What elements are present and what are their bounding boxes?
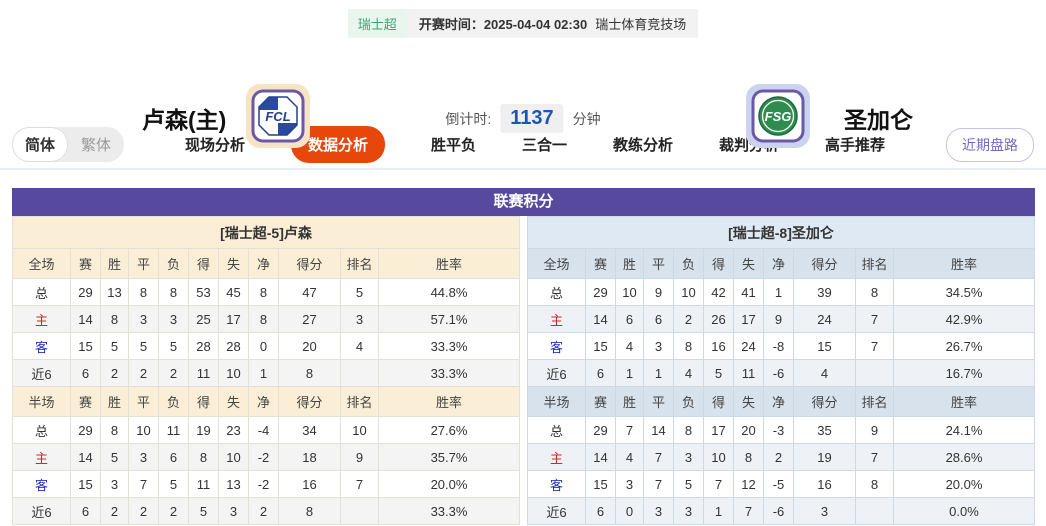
- league-badge[interactable]: 瑞士超: [347, 9, 407, 38]
- language-toggle: 简体 繁体: [12, 127, 125, 162]
- league-points-section: 联赛积分 [瑞士超-5]卢森 全场赛胜平负得失净得分 排名 胜率总 29 13 8 8 53 45…: [12, 188, 1035, 525]
- table-row: 客 15 3 7 5 11 13 -2 16 7 20.0%: [12, 470, 520, 498]
- column-header-row: 全场赛胜平负得失净得分 排名 胜率: [12, 248, 520, 279]
- home-team-logo: FCL: [246, 84, 310, 153]
- table-row: 近6 6 2 2 2 5 3 2 8 33.3%: [12, 497, 520, 525]
- lang-simplified[interactable]: 简体: [12, 127, 69, 162]
- table-row: 总 29 8 10 11 19 23 -4 34 10 27.6%: [12, 416, 520, 444]
- match-info-bar: 瑞士超 开赛时间：2025-04-04 02:30 瑞士体育竞技场: [0, 0, 1046, 38]
- away-team-name: 圣加仑: [844, 107, 913, 133]
- column-header-row: 半场赛胜平负得失净得分 排名 胜率: [12, 386, 520, 417]
- team-header-row: [瑞士超-5]卢森: [12, 216, 520, 249]
- countdown-unit: 分钟: [572, 110, 601, 127]
- column-header-row: 全场赛胜平负得失净得分 排名 胜率: [527, 248, 1035, 279]
- countdown-value: 1137: [500, 104, 564, 133]
- table-row: 主 14 8 3 3 25 17 8 27 3 57.1%: [12, 305, 520, 333]
- team-table-title: [瑞士超-5]卢森: [12, 216, 520, 249]
- tab-三合一[interactable]: 三合一: [522, 137, 568, 154]
- nav-bar: 简体 繁体 现场分析 数据分析 胜平负 三合一 教练分析 裁判分析 高手推荐 近期盘路: [0, 121, 1046, 170]
- stats-table: [瑞士超-5]卢森 全场赛胜平负得失净得分 排名 胜率总 29 13 8 8 53 45 8 47 5 4…: [12, 216, 520, 525]
- table-row: 近6 6 0 3 3 1 7 -6 3 0.0%: [527, 497, 1035, 525]
- table-row: 客 15 3 7 5 7 12 -5 16 8 20.0%: [527, 470, 1035, 498]
- countdown-label: 倒计时:: [445, 110, 492, 127]
- section-title: 联赛积分: [12, 188, 1035, 216]
- team-header-row: [瑞士超-8]圣加仑: [527, 216, 1035, 249]
- kickoff-info: 开赛时间：2025-04-04 02:30 瑞士体育竞技场: [406, 9, 699, 38]
- nav-tabs: 现场分析 数据分析 胜平负 三合一 教练分析 裁判分析 高手推荐: [124, 126, 946, 163]
- kickoff-datetime: 开赛时间：2025-04-04 02:30: [418, 17, 588, 32]
- tab-数据分析[interactable]: 数据分析: [290, 126, 385, 163]
- table-row: 总 29 10 9 10 42 41 1 39 8 34.5%: [527, 278, 1035, 306]
- home-logo-text: FCL: [265, 109, 290, 124]
- tab-教练分析[interactable]: 教练分析: [613, 137, 674, 154]
- match-header: 卢森(主) FCL 倒计时: 1137 分钟 FSG 圣加仑: [0, 38, 1046, 148]
- away-team-logo: FSG: [746, 84, 810, 153]
- home-team-name: 卢森(主): [142, 107, 227, 133]
- table-row: 总 29 7 14 8 17 20 -3 35 9 24.1%: [527, 416, 1035, 444]
- table-row: 客 15 4 3 8 16 24 -8 15 7 26.7%: [527, 332, 1035, 360]
- table-row: 主 14 5 3 6 8 10 -2 18 9 35.7%: [12, 443, 520, 471]
- table-row: 近6 6 2 2 2 11 10 1 8 33.3%: [12, 359, 520, 387]
- countdown: 倒计时: 1137 分钟: [445, 104, 601, 133]
- table-row: 主 14 6 6 2 26 17 9 24 7 42.9%: [527, 305, 1035, 333]
- recent-trend-button[interactable]: 近期盘路: [946, 127, 1034, 162]
- table-row: 近6 6 1 1 4 5 11 -6 4 16.7%: [527, 359, 1035, 387]
- table-row: 主 14 4 7 3 10 8 2 19 7 28.6%: [527, 443, 1035, 471]
- lang-traditional[interactable]: 繁体: [81, 137, 112, 154]
- stats-table: [瑞士超-8]圣加仑 全场赛胜平负得失净得分 排名 胜率总 29 10 9 10 42 41 1 39…: [527, 216, 1035, 525]
- table-row: 客 15 5 5 5 28 28 0 20 4 33.3%: [12, 332, 520, 360]
- team-table-title: [瑞士超-8]圣加仑: [527, 216, 1035, 249]
- column-header-row: 半场赛胜平负得失净得分 排名 胜率: [527, 386, 1035, 417]
- table-row: 总 29 13 8 8 53 45 8 47 5 44.8%: [12, 278, 520, 306]
- away-logo-text: FSG: [765, 109, 792, 124]
- tab-现场分析[interactable]: 现场分析: [184, 137, 245, 154]
- tab-胜平负[interactable]: 胜平负: [430, 137, 476, 154]
- team-table-home: [瑞士超-5]卢森 全场赛胜平负得失净得分 排名 胜率总 29 13 8 8 53 45 8 47 5 4…: [12, 216, 520, 525]
- venue: 瑞士体育竞技场: [595, 17, 687, 32]
- team-table-away: [瑞士超-8]圣加仑 全场赛胜平负得失净得分 排名 胜率总 29 10 9 10 42 41 1 39…: [527, 216, 1035, 525]
- tab-高手推荐[interactable]: 高手推荐: [825, 137, 886, 154]
